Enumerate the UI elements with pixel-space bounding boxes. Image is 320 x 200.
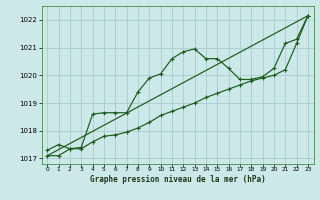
X-axis label: Graphe pression niveau de la mer (hPa): Graphe pression niveau de la mer (hPa) bbox=[90, 175, 266, 184]
